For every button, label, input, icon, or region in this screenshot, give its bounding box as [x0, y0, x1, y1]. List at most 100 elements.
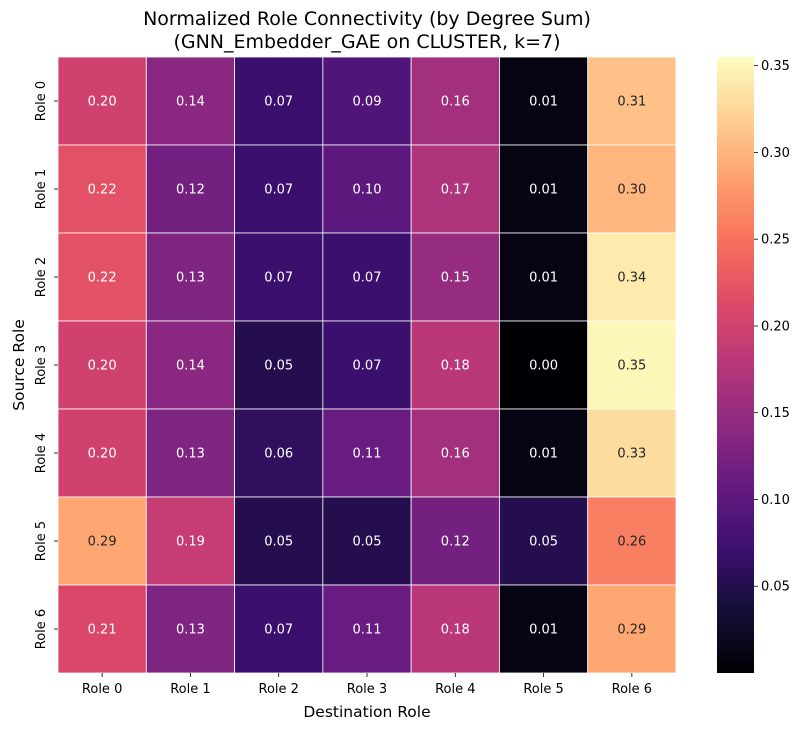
y-tick-label: Role 1 — [34, 169, 49, 209]
cell-value-label: 0.16 — [441, 447, 470, 462]
heatmap-cell — [322, 320, 412, 410]
cell-value-label: 0.05 — [264, 535, 293, 550]
cell-value-label: 0.01 — [529, 271, 558, 286]
y-tick-label: Role 0 — [34, 81, 49, 121]
heatmap-cell — [587, 408, 677, 498]
cell-value-label: 0.17 — [441, 183, 470, 198]
cell-value-label: 0.13 — [176, 271, 205, 286]
cell-value-label: 0.07 — [264, 271, 293, 286]
y-tick-label: Role 6 — [34, 609, 49, 649]
cell-value-label: 0.09 — [353, 95, 382, 110]
x-tick-label: Role 2 — [259, 682, 299, 697]
cell-value-label: 0.22 — [88, 183, 117, 198]
chart-subtitle: (GNN_Embedder_GAE on CLUSTER, k=7) — [173, 31, 560, 53]
heatmap-cell — [234, 408, 324, 498]
cell-value-label: 0.34 — [617, 271, 646, 286]
cell-value-label: 0.06 — [264, 447, 293, 462]
y-tick-label: Role 4 — [34, 433, 49, 473]
cell-value-label: 0.13 — [176, 623, 205, 638]
y-tick-label: Role 3 — [34, 345, 49, 385]
heatmap-cell — [499, 232, 589, 322]
cell-value-label: 0.07 — [264, 623, 293, 638]
cell-value-label: 0.18 — [441, 359, 470, 374]
x-tick-label: Role 0 — [82, 682, 122, 697]
heatmap-cell — [145, 232, 235, 322]
heatmap-cell — [234, 144, 324, 234]
y-axis-label: Source Role — [10, 319, 28, 411]
heatmap-cell — [57, 496, 147, 586]
heatmap-cell — [57, 320, 147, 410]
colorbar-tick-label: 0.20 — [761, 319, 790, 334]
cell-value-label: 0.05 — [264, 359, 293, 374]
x-axis-ticks: Role 0 Role 1 Role 2 Role 3 Role 4 Role 5 Role… — [82, 673, 652, 697]
cell-value-label: 0.16 — [441, 95, 470, 110]
x-tick-label: Role 5 — [523, 682, 563, 697]
heatmap-cell — [587, 320, 677, 410]
cell-value-label: 0.14 — [176, 359, 205, 374]
heatmap-cell — [145, 496, 235, 586]
cell-value-label: 0.31 — [617, 95, 646, 110]
cell-value-label: 0.00 — [529, 359, 558, 374]
cell-value-label: 0.18 — [441, 623, 470, 638]
heatmap-cell — [57, 232, 147, 322]
y-tick-label: Role 5 — [34, 521, 49, 561]
colorbar — [717, 57, 754, 673]
heatmap-cell — [322, 232, 412, 322]
heatmap-cell — [234, 232, 324, 322]
colorbar-ticks: 0.05 0.10 0.15 0.20 0.25 0.30 0.35 — [754, 59, 790, 595]
heatmap-cell — [587, 584, 677, 674]
heatmap-cell — [587, 144, 677, 234]
y-axis-ticks: Role 0 Role 1 Role 2 Role 3 Role 4 Role 5 Role… — [34, 81, 58, 649]
heatmap-cell — [499, 584, 589, 674]
x-tick-label: Role 1 — [170, 682, 210, 697]
heatmap-cell — [234, 584, 324, 674]
cell-value-label: 0.12 — [441, 535, 470, 550]
heatmap-cell — [145, 320, 235, 410]
heatmap-cell — [322, 56, 412, 146]
x-axis-label: Destination Role — [303, 703, 430, 721]
cell-value-label: 0.07 — [264, 95, 293, 110]
cell-value-label: 0.05 — [529, 535, 558, 550]
cell-value-label: 0.15 — [441, 271, 470, 286]
cell-value-label: 0.29 — [617, 623, 646, 638]
heatmap-cell — [57, 408, 147, 498]
heatmap-cell — [410, 232, 500, 322]
cell-value-label: 0.07 — [353, 271, 382, 286]
cell-value-label: 0.11 — [353, 623, 382, 638]
colorbar-tick-label: 0.25 — [761, 233, 790, 248]
cell-value-label: 0.26 — [617, 535, 646, 550]
cell-value-label: 0.05 — [353, 535, 382, 550]
x-tick-label: Role 6 — [612, 682, 652, 697]
heatmap-cell — [234, 496, 324, 586]
cell-value-label: 0.07 — [264, 183, 293, 198]
cell-value-label: 0.01 — [529, 623, 558, 638]
cell-value-label: 0.19 — [176, 535, 205, 550]
colorbar-tick-label: 0.10 — [761, 493, 790, 508]
cell-value-label: 0.07 — [353, 359, 382, 374]
heatmap-cell — [499, 144, 589, 234]
heatmap-cell — [410, 584, 500, 674]
cell-value-label: 0.12 — [176, 183, 205, 198]
colorbar-tick-label: 0.30 — [761, 146, 790, 161]
colorbar-tick-label: 0.05 — [761, 580, 790, 595]
colorbar-tick-label: 0.15 — [761, 406, 790, 421]
colorbar-tick-label: 0.35 — [761, 59, 790, 74]
heatmap-cell — [410, 56, 500, 146]
cell-value-label: 0.35 — [617, 359, 646, 374]
heatmap-cell — [322, 496, 412, 586]
heatmap-cell — [145, 56, 235, 146]
cell-value-label: 0.13 — [176, 447, 205, 462]
cell-value-label: 0.29 — [88, 535, 117, 550]
cell-value-label: 0.11 — [353, 447, 382, 462]
cell-value-label: 0.30 — [617, 183, 646, 198]
heatmap-cell — [499, 320, 589, 410]
heatmap-cell — [57, 56, 147, 146]
heatmap-cell — [57, 584, 147, 674]
heatmap-cell — [587, 232, 677, 322]
cell-value-label: 0.33 — [617, 447, 646, 462]
heatmap-cell — [410, 144, 500, 234]
heatmap-cell — [234, 56, 324, 146]
x-tick-label: Role 4 — [435, 682, 475, 697]
y-tick-label: Role 2 — [34, 257, 49, 297]
